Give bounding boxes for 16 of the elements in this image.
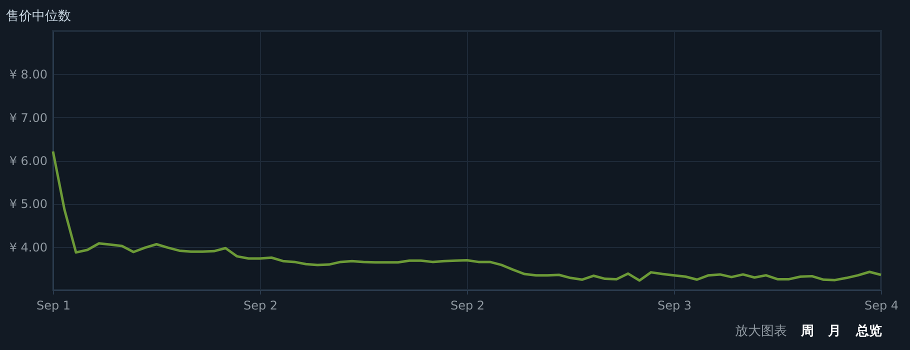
x-tick-label: Sep 2 (450, 298, 485, 312)
text: 月 (827, 324, 841, 339)
chart-title: 售价中位数 (6, 9, 71, 24)
y-tick-label: ¥ 4.00 (9, 240, 48, 254)
y-tick-label: ¥ 8.00 (9, 68, 48, 82)
y-tick-label: ¥ 7.00 (9, 110, 48, 125)
text: 周 (800, 324, 814, 339)
x-tick-label: Sep 1 (36, 298, 71, 312)
text: 放大图表 (735, 324, 787, 339)
y-tick-label: ¥ 6.00 (9, 154, 48, 168)
y-tick-label: ¥ 5.00 (9, 197, 48, 212)
line-series (52, 150, 882, 282)
text: 总览 (855, 323, 882, 339)
x-tick-label: Sep 4 (864, 298, 899, 312)
x-tick-label: Sep 2 (243, 298, 278, 312)
x-tick-label: Sep 3 (657, 298, 692, 312)
